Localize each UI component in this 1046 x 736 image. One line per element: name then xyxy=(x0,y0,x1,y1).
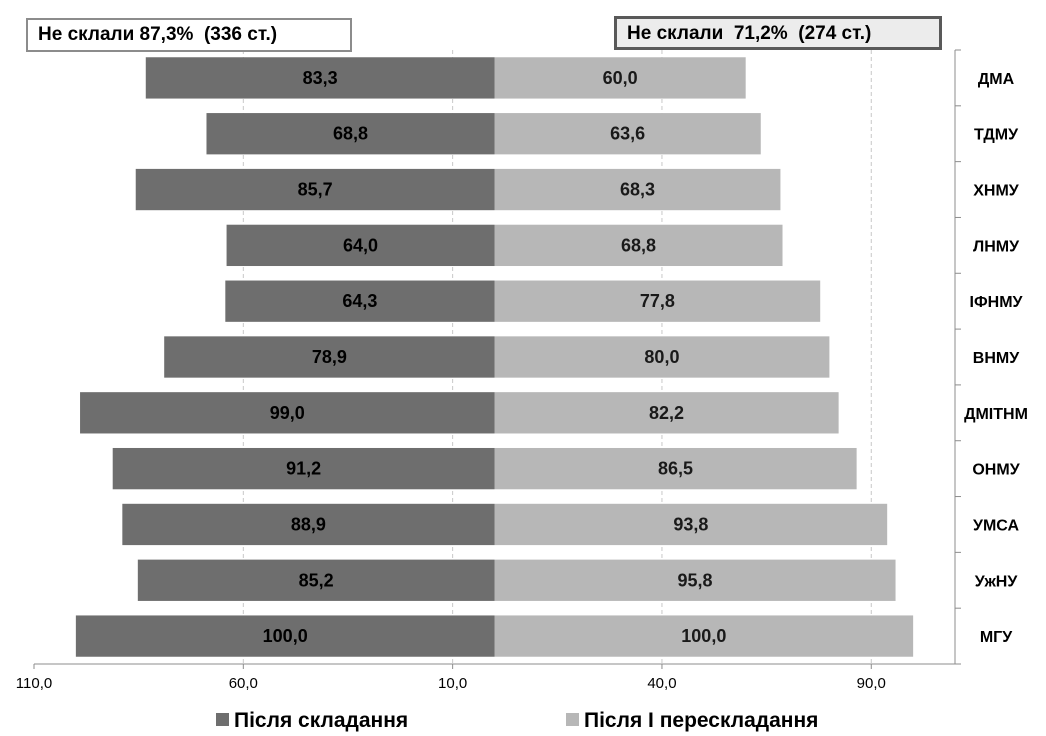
data-label: 64,3 xyxy=(342,291,377,311)
legend-swatch-after-exam xyxy=(216,713,229,726)
category-label: ХНМУ xyxy=(973,183,1020,200)
category-label: ІФНМУ xyxy=(970,294,1024,311)
right-summary-box: Не склали 71,2% (274 ст.) xyxy=(614,16,942,50)
left-summary-box: Не склали 87,3% (336 ст.) xyxy=(26,18,352,52)
data-label: 99,0 xyxy=(270,403,305,423)
category-label: ЛНМУ xyxy=(973,238,1020,255)
category-label: ВНМУ xyxy=(973,350,1020,367)
bar-after-exam xyxy=(225,280,495,322)
data-label: 85,7 xyxy=(298,180,333,200)
data-label: 100,0 xyxy=(263,626,308,646)
bar-after-retake xyxy=(494,336,830,378)
bar-after-exam xyxy=(206,113,495,155)
chart-canvas: 83,3 68,8 85,7 64,0 64,3 78,9 99,0 91,2 88,9 85,2… xyxy=(16,49,1028,692)
bar-after-exam xyxy=(164,336,495,378)
category-label: ОНМУ xyxy=(972,462,1020,479)
legend-item-after-retake: Після І перескладання xyxy=(566,706,818,736)
bar-after-retake xyxy=(494,280,821,322)
category-label: УМСА xyxy=(973,517,1019,534)
legend-item-after-exam: Після складання xyxy=(216,706,408,736)
bar-after-exam xyxy=(226,224,495,267)
chart-legend: Після складання Після І перескладання xyxy=(0,706,1046,736)
data-label: 68,8 xyxy=(333,124,368,144)
x-tick-label: 60,0 xyxy=(229,675,258,692)
x-tick-label: 40,0 xyxy=(647,675,676,692)
category-label: МГУ xyxy=(980,629,1013,646)
category-label: УжНУ xyxy=(975,573,1019,590)
data-label: 78,9 xyxy=(312,347,347,367)
category-label: ДМІТНМ xyxy=(964,406,1028,423)
bar-after-retake xyxy=(494,447,857,490)
data-label: 83,3 xyxy=(303,68,338,88)
bar-after-exam xyxy=(137,559,495,601)
data-label: 100,0 xyxy=(681,626,726,646)
data-label: 95,8 xyxy=(678,570,713,590)
bar-after-retake xyxy=(494,559,896,601)
data-label: 86,5 xyxy=(658,459,693,479)
data-label: 68,3 xyxy=(620,180,655,200)
bar-after-exam xyxy=(75,615,495,657)
bar-after-retake xyxy=(494,57,746,99)
bar-after-retake xyxy=(494,392,839,434)
category-label: ДМА xyxy=(978,71,1015,88)
bar-after-exam xyxy=(145,57,495,99)
bar-after-exam xyxy=(135,168,495,211)
data-label: 77,8 xyxy=(640,291,675,311)
bar-after-exam xyxy=(122,503,495,546)
category-label: ТДМУ xyxy=(974,127,1019,144)
legend-swatch-after-retake xyxy=(566,713,579,726)
bar-after-retake xyxy=(494,224,783,267)
bar-after-retake xyxy=(494,168,781,211)
data-label: 91,2 xyxy=(286,459,321,479)
data-label: 63,6 xyxy=(610,124,645,144)
bar-after-exam xyxy=(80,392,495,434)
data-label: 68,8 xyxy=(621,235,656,255)
data-label: 85,2 xyxy=(299,570,334,590)
bar-after-retake xyxy=(494,615,914,657)
data-label: 93,8 xyxy=(673,514,708,534)
x-tick-label: 90,0 xyxy=(857,675,886,692)
bar-after-retake xyxy=(494,113,761,155)
data-label: 60,0 xyxy=(603,68,638,88)
data-label: 82,2 xyxy=(649,403,684,423)
legend-label-after-retake: Після І перескладання xyxy=(584,709,819,732)
data-label: 88,9 xyxy=(291,514,326,534)
data-label: 64,0 xyxy=(343,235,378,255)
bar-after-exam xyxy=(112,447,495,490)
x-tick-label: 110,0 xyxy=(16,675,52,692)
x-tick-label: 10,0 xyxy=(438,675,467,692)
data-label: 80,0 xyxy=(644,347,679,367)
legend-label-after-exam: Після складання xyxy=(234,709,409,732)
bar-after-retake xyxy=(494,503,888,546)
